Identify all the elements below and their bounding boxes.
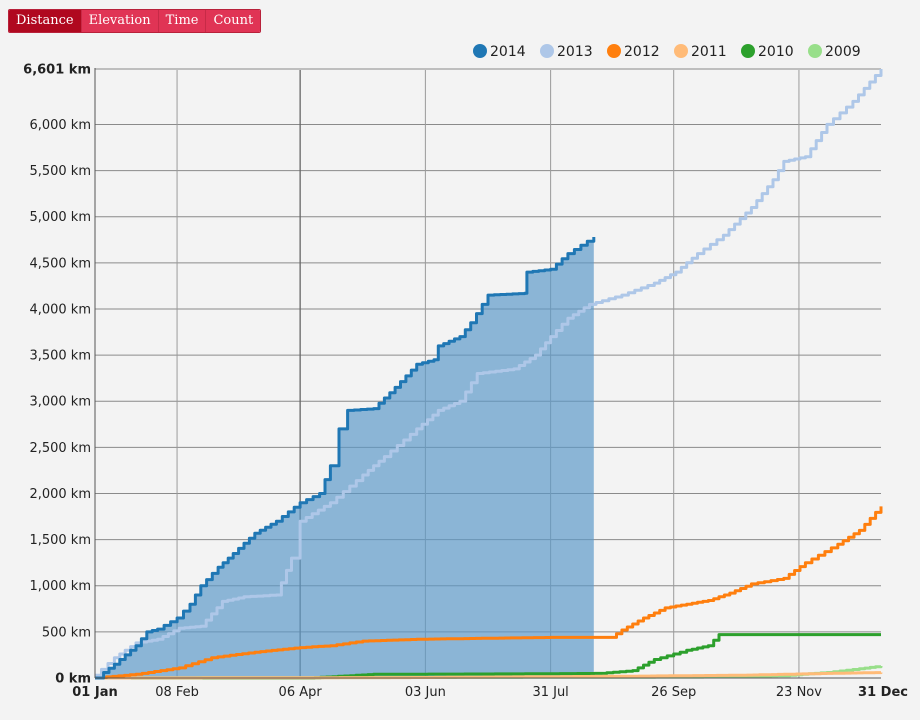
- legend-label-2010: 2010: [758, 44, 794, 60]
- legend-label-2014: 2014: [490, 44, 526, 60]
- y-tick-label: 6,000 km: [29, 118, 91, 133]
- legend-label-2009: 2009: [825, 44, 861, 60]
- y-tick-label: 1,000 km: [29, 579, 91, 594]
- legend-label-2013: 2013: [557, 44, 593, 60]
- y-tick-label: 4,500 km: [29, 256, 91, 271]
- x-axis-labels: 01 Jan 08 Feb 06 Apr 03 Jun 31 Jul 26 Sep 23 N…: [72, 685, 908, 700]
- y-tick-label: 5,000 km: [29, 210, 91, 225]
- legend-marker-2013: [540, 44, 554, 58]
- axes: [94, 68, 881, 679]
- x-tick-label: 03 Jun: [405, 685, 446, 700]
- y-tick-label: 0 km: [55, 672, 91, 687]
- x-tick-label: 26 Sep: [651, 685, 696, 700]
- tab-count[interactable]: Count: [205, 10, 261, 32]
- legend-label-2011: 2011: [691, 44, 727, 60]
- y-tick-label: 3,000 km: [29, 395, 91, 410]
- legend-marker-2011: [674, 44, 688, 58]
- tab-time[interactable]: Time: [157, 10, 206, 32]
- tab-distance[interactable]: Distance: [9, 10, 81, 32]
- y-tick-label: 4,000 km: [29, 302, 91, 317]
- series-line-2012: [95, 506, 883, 680]
- x-tick-label: 23 Nov: [776, 685, 822, 700]
- legend-marker-2014: [473, 44, 487, 58]
- legend-marker-2010: [741, 44, 755, 58]
- legend: 2014 2013 2012 2011 2010 2009: [473, 44, 861, 60]
- y-tick-label: 3,500 km: [29, 349, 91, 364]
- y-tick-label: 5,500 km: [29, 164, 91, 179]
- series-line-2014: [95, 237, 596, 680]
- metric-tabs: Distance Elevation Time Count: [8, 9, 262, 33]
- y-axis-labels: 0 km 500 km 1,000 km 1,500 km 2,000 km 2,500 …: [23, 63, 91, 687]
- y-tick-label: 2,500 km: [29, 441, 91, 456]
- x-tick-label: 31 Jul: [532, 685, 568, 700]
- x-tick-label: 08 Feb: [155, 685, 199, 700]
- y-tick-label: 2,000 km: [29, 487, 91, 502]
- legend-marker-2012: [607, 44, 621, 58]
- series-area-2014: [95, 237, 594, 678]
- tab-elevation[interactable]: Elevation: [80, 10, 158, 32]
- series-line-2013: [94, 69, 883, 677]
- legend-label-2012: 2012: [624, 44, 660, 60]
- x-tick-label: 01 Jan: [72, 685, 117, 700]
- x-tick-label: 06 Apr: [279, 685, 323, 700]
- y-tick-label: 1,500 km: [29, 533, 91, 548]
- legend-marker-2009: [808, 44, 822, 58]
- x-tick-label: 31 Dec: [858, 685, 908, 700]
- area-layer: [95, 237, 594, 678]
- y-tick-label: 6,601 km: [23, 63, 91, 78]
- y-tick-label: 500 km: [42, 625, 91, 640]
